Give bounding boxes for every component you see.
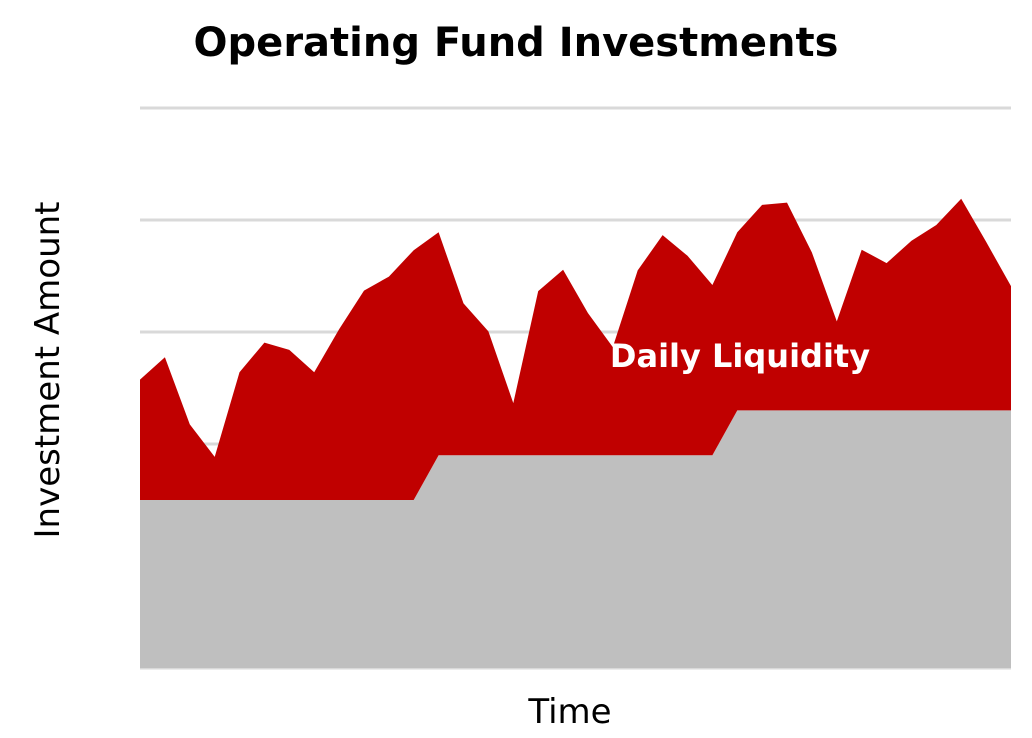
plot-areas (140, 198, 1011, 668)
chart-title: Operating Fund Investments (193, 20, 839, 66)
area-daily-liquidity (140, 198, 1011, 500)
y-axis-label: Investment Amount (28, 201, 68, 539)
x-axis-label: Time (528, 692, 612, 732)
series-label-daily-liquidity: Daily Liquidity (609, 337, 871, 375)
area-series-1 (140, 410, 1011, 668)
